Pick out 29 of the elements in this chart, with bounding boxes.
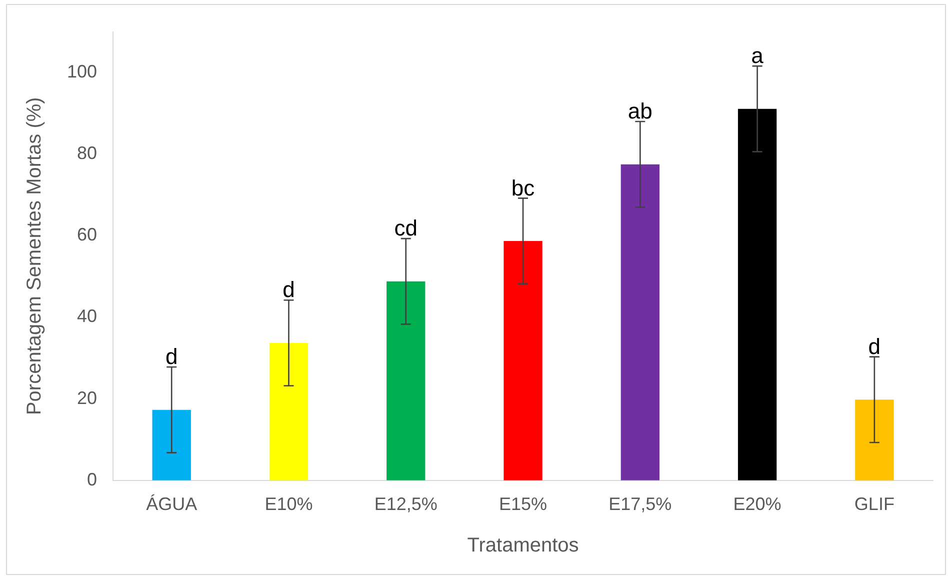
x-tick-label: ÁGUA xyxy=(146,494,198,514)
bar xyxy=(269,342,308,480)
bar xyxy=(152,410,191,480)
x-axis-title: Tratamentos xyxy=(467,534,579,557)
annotation: d xyxy=(868,334,881,359)
bar xyxy=(738,108,777,480)
annotation: d xyxy=(165,344,178,370)
x-tick-label: E15% xyxy=(498,494,548,514)
bar xyxy=(386,281,426,480)
annotation: cd xyxy=(394,216,418,241)
y-tick-label: 20 xyxy=(77,388,98,408)
annotation: bc xyxy=(511,175,535,200)
x-tick-label: E17,5% xyxy=(608,494,672,514)
y-axis-title: Porcentagem Sementes Mortas (%) xyxy=(24,97,46,416)
y-tick-label: 60 xyxy=(77,224,98,245)
y-tick-label: 0 xyxy=(87,469,98,490)
bar xyxy=(620,164,660,480)
x-tick-label: GLIF xyxy=(854,494,894,514)
annotation: ab xyxy=(628,98,652,124)
bar xyxy=(504,241,542,480)
y-tick-label: 100 xyxy=(66,62,98,82)
annotation: d xyxy=(282,277,295,302)
annotation: a xyxy=(751,43,764,68)
y-tick-label: 80 xyxy=(77,143,98,164)
bar xyxy=(855,400,894,480)
x-tick-label: E20% xyxy=(733,494,782,514)
x-tick-label: E10% xyxy=(264,494,313,514)
y-tick-label: 40 xyxy=(77,306,98,326)
x-tick-label: E12,5% xyxy=(374,494,438,514)
